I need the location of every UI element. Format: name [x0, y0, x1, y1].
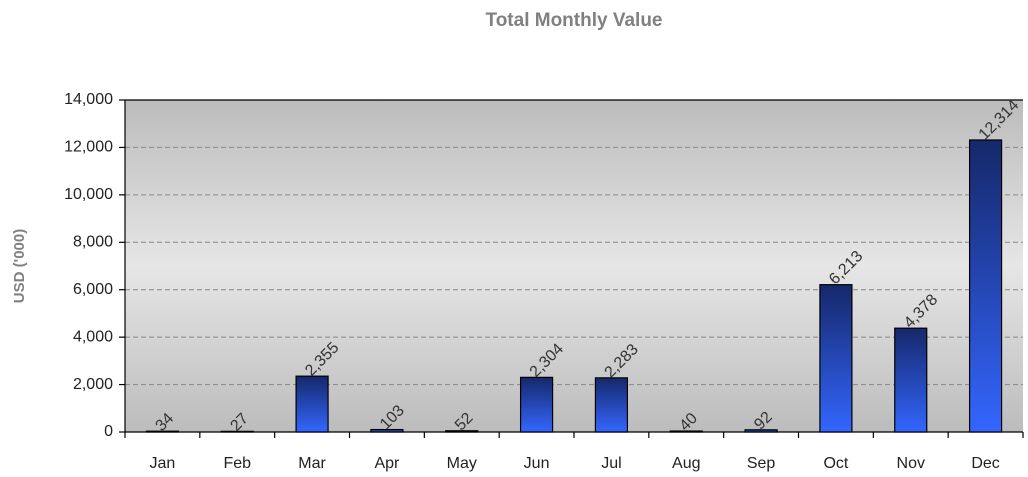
bar — [445, 430, 479, 433]
plot-area — [125, 100, 1023, 432]
y-tick-label: 4,000 — [73, 328, 113, 345]
x-tick-label: Dec — [971, 455, 999, 472]
bar — [819, 284, 853, 433]
bar — [220, 430, 254, 433]
y-tick-label: 14,000 — [64, 91, 113, 108]
chart-title: Total Monthly Value — [486, 10, 663, 31]
x-tick-label: Mar — [298, 455, 326, 472]
x-tick-label: Aug — [672, 455, 700, 472]
bar — [744, 429, 778, 433]
x-tick-label: Jul — [601, 455, 621, 472]
x-tick-label: Jan — [150, 455, 176, 472]
bar — [594, 377, 629, 433]
x-tick-label: Apr — [374, 455, 400, 472]
bar — [519, 376, 554, 433]
x-tick-label: Feb — [223, 455, 251, 472]
y-tick-label: 12,000 — [64, 139, 113, 156]
x-tick-label: Oct — [823, 455, 848, 472]
bar — [370, 428, 404, 433]
bar — [669, 430, 703, 433]
y-axis-label: USD ('000) — [11, 229, 28, 303]
bar — [968, 139, 1003, 433]
x-tick-label: Nov — [897, 455, 925, 472]
x-tick-label: Jun — [524, 455, 550, 472]
y-tick-label: 2,000 — [73, 376, 113, 393]
x-tick-label: Sep — [747, 455, 776, 472]
bar — [145, 430, 180, 433]
y-tick-label: 8,000 — [73, 234, 113, 251]
y-tick-label: 6,000 — [73, 281, 113, 298]
y-tick-label: 10,000 — [64, 186, 113, 203]
bar — [894, 327, 928, 433]
y-tick-label: 0 — [104, 423, 113, 440]
x-tick-label: May — [447, 455, 477, 472]
bar — [295, 375, 329, 433]
